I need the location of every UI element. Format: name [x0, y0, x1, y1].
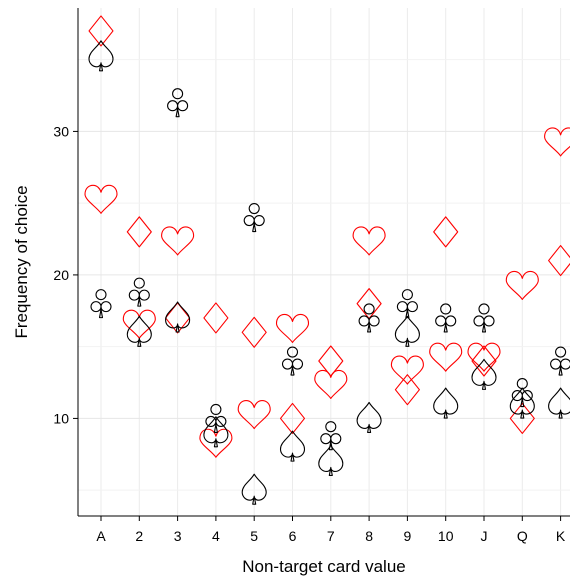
club-marker	[396, 289, 418, 319]
club-marker	[511, 378, 533, 408]
heart-marker	[544, 127, 570, 157]
spade-marker	[88, 40, 114, 72]
club-marker	[281, 346, 304, 376]
spade-marker	[126, 315, 152, 347]
diamond-marker	[318, 345, 344, 377]
club-marker	[550, 346, 570, 376]
heart-marker	[84, 184, 118, 214]
x-tick-label: K	[556, 528, 566, 544]
club-marker	[435, 303, 457, 333]
x-tick-label: 10	[438, 528, 454, 544]
diamonds-series	[88, 15, 570, 434]
x-tick-label: A	[96, 528, 106, 544]
y-tick-label: 10	[53, 410, 69, 426]
heart-marker	[390, 355, 424, 385]
heart-marker	[352, 226, 386, 256]
x-tick-label: Q	[517, 528, 528, 544]
club-marker	[205, 403, 227, 433]
club-marker	[167, 88, 189, 118]
spades-series	[88, 40, 570, 505]
y-tick-label: 30	[53, 123, 69, 139]
heart-marker	[237, 399, 271, 430]
diamond-marker	[433, 216, 459, 248]
diamond-marker	[88, 15, 114, 47]
heart-marker	[314, 369, 348, 399]
x-tick-label: 7	[327, 528, 335, 544]
diamond-marker	[394, 374, 420, 406]
club-marker	[320, 421, 342, 451]
diamond-marker	[471, 345, 497, 377]
heart-marker	[429, 342, 463, 372]
heart-marker	[161, 226, 195, 256]
hearts-series	[84, 127, 570, 458]
x-tick-label: 5	[250, 528, 258, 544]
spade-marker	[356, 401, 382, 433]
diamond-marker	[548, 245, 570, 277]
x-tick-label: J	[481, 528, 488, 544]
heart-marker	[505, 270, 539, 300]
diamond-marker	[203, 302, 229, 334]
data-points	[84, 15, 570, 505]
x-tick-label: 4	[212, 528, 220, 544]
grid-lines	[78, 8, 570, 516]
club-marker	[243, 203, 265, 233]
diamond-marker	[165, 302, 191, 334]
x-tick-label: 3	[174, 528, 182, 544]
x-tick-label: 9	[404, 528, 412, 544]
heart-marker	[467, 342, 501, 372]
x-axis-title: Non-target card value	[242, 557, 405, 576]
heart-marker	[199, 428, 233, 458]
club-marker	[358, 303, 380, 333]
spade-marker	[165, 301, 191, 333]
heart-marker	[275, 313, 310, 343]
club-marker	[128, 277, 150, 307]
y-axis-title: Frequency of choice	[12, 185, 31, 338]
club-marker	[90, 289, 112, 319]
spade-marker	[394, 315, 420, 347]
x-tick-label: 2	[135, 528, 143, 544]
diamond-marker	[279, 402, 306, 434]
spade-marker	[548, 387, 570, 419]
spade-marker	[318, 444, 344, 477]
spade-marker	[241, 473, 267, 505]
diamond-marker	[241, 316, 267, 348]
spade-marker	[433, 387, 459, 419]
clubs-series	[90, 88, 570, 451]
spade-marker	[203, 416, 229, 448]
spade-marker	[471, 358, 497, 390]
y-tick-label: 20	[53, 267, 69, 283]
spade-marker	[279, 430, 306, 462]
spade-marker	[509, 387, 535, 419]
x-tick-label: 8	[365, 528, 373, 544]
axes: 10 20 30 A 2 3 4 5 6 7 8 9 10 J Q K	[53, 8, 570, 544]
x-tick-label: 6	[289, 528, 297, 544]
diamond-marker	[126, 216, 152, 248]
club-marker	[473, 303, 495, 333]
